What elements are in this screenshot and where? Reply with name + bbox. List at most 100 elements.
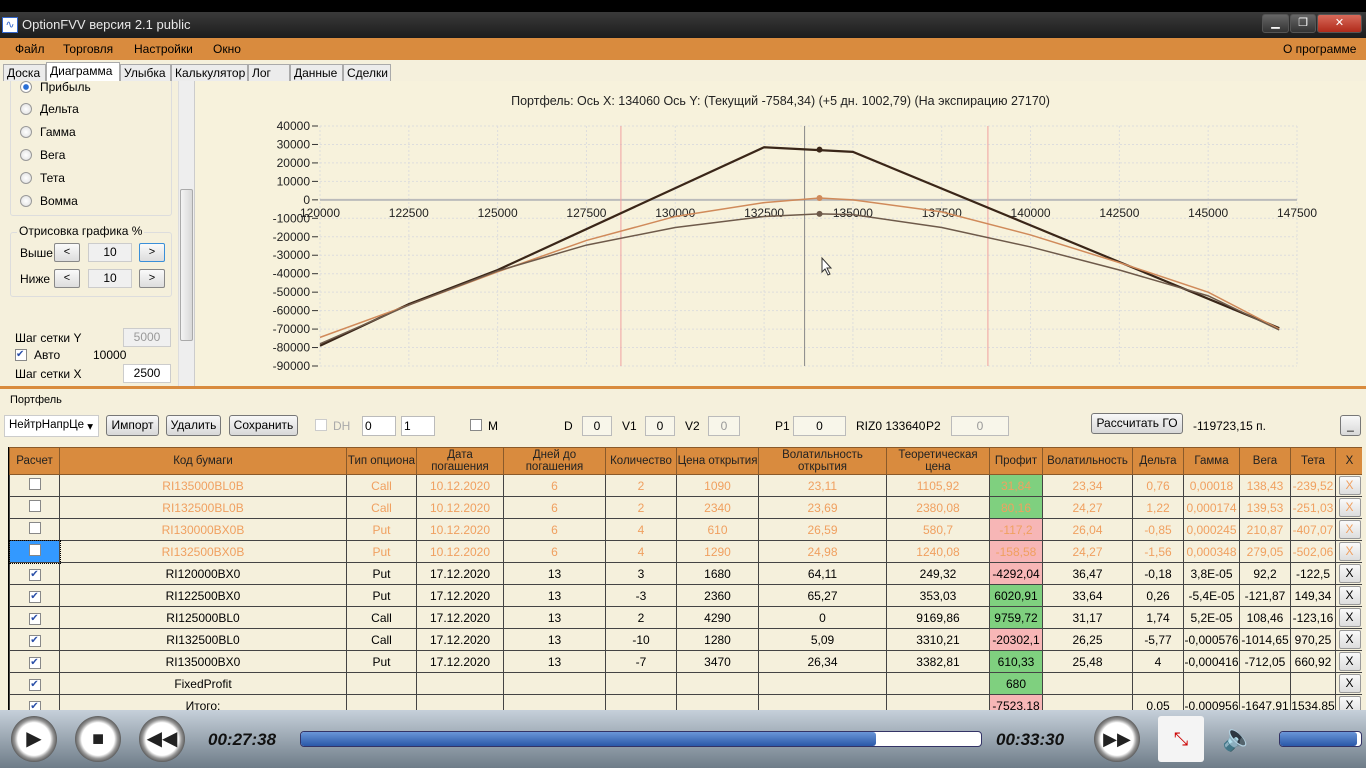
forward-icon[interactable]: ▶▶	[1094, 716, 1140, 762]
below-value[interactable]: 10	[88, 269, 132, 288]
radio-vomma[interactable]: Вомма	[20, 194, 78, 208]
panel-scrollbar[interactable]	[178, 81, 194, 387]
calc-cell[interactable]: ✔	[9, 694, 60, 710]
calc-cell[interactable]: ✔	[9, 562, 60, 585]
column-header[interactable]: Волатильность	[1042, 447, 1133, 475]
calc-cell[interactable]	[9, 518, 60, 541]
below-increase-button[interactable]: >	[139, 269, 165, 288]
radio-profit[interactable]: Прибыль	[20, 81, 91, 94]
column-header[interactable]: Теоретическая цена	[886, 447, 990, 475]
strategy-select[interactable]: НейтрНапрЦе ▾	[4, 415, 99, 437]
calc-cell[interactable]	[9, 539, 61, 564]
column-header[interactable]: Тета	[1290, 447, 1336, 475]
close-button[interactable]: ✕	[1317, 14, 1362, 33]
table-row[interactable]: ✔ RI132500BL0 Call 17.12.2020 13 -10 1280 5,09 3…	[9, 628, 1362, 651]
delete-row-button[interactable]: X	[1338, 586, 1361, 605]
table-row[interactable]: RI130000BX0B Put 10.12.2020 6 4 610 26,59 580,7…	[9, 518, 1362, 541]
menu-trading[interactable]: Торговля	[63, 42, 114, 56]
delete-row-button[interactable]: X	[1338, 498, 1361, 517]
table-row[interactable]: ✔ RI120000BX0 Put 17.12.2020 13 3 1680 64,11 249…	[9, 562, 1362, 585]
table-row[interactable]: ✔ RI122500BX0 Put 17.12.2020 13 -3 2360 65,27 35…	[9, 584, 1362, 607]
column-header[interactable]: Гамма	[1183, 447, 1240, 475]
minimize-button[interactable]: ▁	[1262, 14, 1289, 33]
tab-calculator[interactable]: Калькулятор	[171, 64, 248, 82]
table-row[interactable]: ✔ RI135000BX0 Put 17.12.2020 13 -7 3470 26,34 33…	[9, 650, 1362, 673]
calc-checkbox[interactable]: ✔	[28, 657, 41, 669]
table-row[interactable]: ✔ RI125000BL0 Call 17.12.2020 13 2 4290 0 9169,8…	[9, 606, 1362, 629]
grid-y-input[interactable]: 5000	[123, 328, 171, 347]
above-increase-button[interactable]: >	[139, 243, 165, 262]
column-header[interactable]: Профит	[989, 447, 1043, 475]
play-icon[interactable]: ▶	[11, 716, 57, 762]
maximize-button[interactable]: ❐	[1290, 14, 1316, 33]
m-checkbox[interactable]	[470, 419, 482, 431]
tab-deals[interactable]: Сделки	[343, 64, 391, 82]
calc-cell[interactable]	[9, 496, 60, 519]
calc-checkbox[interactable]: ✔	[28, 679, 41, 691]
tab-diagram[interactable]: Диаграмма	[46, 62, 120, 82]
tab-data[interactable]: Данные	[290, 64, 343, 82]
dh-checkbox[interactable]	[315, 419, 327, 431]
calc-cell[interactable]	[9, 474, 60, 497]
tab-log[interactable]: Лог	[248, 64, 290, 82]
volume-slider[interactable]	[1279, 731, 1362, 747]
table-row[interactable]: RI135000BL0B Call 10.12.2020 6 2 1090 23,11 110…	[9, 474, 1362, 497]
import-button[interactable]: Импорт	[106, 415, 159, 436]
radio-gamma[interactable]: Гамма	[20, 125, 76, 139]
calc-checkbox[interactable]	[28, 478, 41, 490]
delete-row-button[interactable]: X	[1338, 476, 1361, 495]
delete-row-button[interactable]: X	[1338, 542, 1361, 561]
calc-checkbox[interactable]: ✔	[28, 635, 41, 647]
below-decrease-button[interactable]: <	[54, 269, 80, 288]
calc-cell[interactable]: ✔	[9, 672, 60, 695]
p1-input[interactable]: 0	[793, 416, 846, 436]
auto-checkbox[interactable]: ✔	[15, 349, 27, 361]
calc-checkbox[interactable]	[28, 544, 41, 556]
radio-delta[interactable]: Дельта	[20, 102, 79, 116]
spin1[interactable]: 0	[362, 416, 396, 436]
delete-button[interactable]: Удалить	[166, 415, 221, 436]
rewind-icon[interactable]: ◀◀	[139, 716, 185, 762]
grid-x-input[interactable]: 2500	[123, 364, 171, 383]
column-header[interactable]: Тип опциона	[346, 447, 417, 475]
delete-row-button[interactable]: X	[1338, 564, 1361, 583]
calc-cell[interactable]: ✔	[9, 650, 60, 673]
calc-checkbox[interactable]: ✔	[28, 591, 41, 603]
column-header[interactable]: Расчет	[9, 447, 60, 475]
column-header[interactable]: Вега	[1239, 447, 1291, 475]
spin2[interactable]: 1	[401, 416, 435, 436]
column-header[interactable]: Дней до погашения	[503, 447, 606, 475]
save-button[interactable]: Сохранить	[229, 415, 298, 436]
calc-checkbox[interactable]	[28, 522, 41, 534]
calc-cell[interactable]: ✔	[9, 584, 60, 607]
column-header[interactable]: Дата погашения	[416, 447, 504, 475]
above-value[interactable]: 10	[88, 243, 132, 262]
collapse-button[interactable]: _	[1340, 415, 1361, 436]
column-header[interactable]: Количество	[605, 447, 677, 475]
tab-smile[interactable]: Улыбка	[120, 64, 171, 82]
delete-row-button[interactable]: X	[1338, 630, 1361, 649]
column-header[interactable]: Дельта	[1132, 447, 1184, 475]
table-row[interactable]: ✔ FixedProfit 680 X	[9, 672, 1362, 695]
delete-row-button[interactable]: X	[1338, 652, 1361, 671]
tab-board[interactable]: Доска	[3, 64, 46, 82]
menu-settings[interactable]: Настройки	[134, 42, 193, 56]
radio-theta[interactable]: Тета	[20, 171, 65, 185]
chart-canvas[interactable]: 120000 122500 125000 127500 130000 132500 1350…	[195, 81, 1366, 387]
menu-about[interactable]: О программе	[1283, 42, 1357, 56]
seek-bar[interactable]	[300, 731, 982, 747]
radio-vega[interactable]: Вега	[20, 148, 65, 162]
table-row[interactable]: ✔ Итого: -7523,18 0,05 -0,000956 -1647,91 1534…	[9, 694, 1362, 710]
delete-row-button[interactable]: X	[1338, 520, 1361, 539]
volume-icon[interactable]: 🔈	[1222, 722, 1255, 752]
v1-input[interactable]: 0	[645, 416, 675, 436]
d-input[interactable]: 0	[582, 416, 612, 436]
calc-checkbox[interactable]	[28, 500, 41, 512]
fullscreen-icon[interactable]: ⤡	[1158, 716, 1204, 762]
calc-margin-button[interactable]: Рассчитать ГО	[1091, 413, 1183, 434]
column-header[interactable]: Волатильность открытия	[758, 447, 887, 475]
delete-row-button[interactable]: X	[1338, 696, 1361, 710]
splitter[interactable]	[0, 386, 1366, 389]
calc-checkbox[interactable]: ✔	[28, 613, 41, 625]
menu-window[interactable]: Окно	[213, 42, 241, 56]
